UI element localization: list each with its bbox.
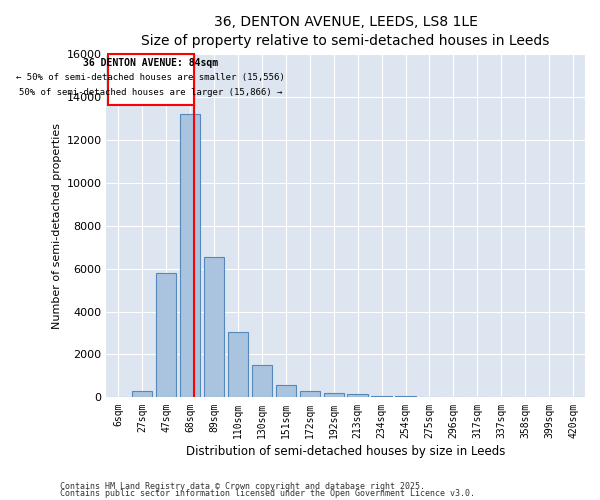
Bar bbox=[180, 114, 200, 398]
Bar bbox=[299, 391, 320, 398]
Y-axis label: Number of semi-detached properties: Number of semi-detached properties bbox=[52, 122, 62, 328]
Bar bbox=[132, 391, 152, 398]
Title: 36, DENTON AVENUE, LEEDS, LS8 1LE
Size of property relative to semi-detached hou: 36, DENTON AVENUE, LEEDS, LS8 1LE Size o… bbox=[142, 15, 550, 48]
Bar bbox=[156, 273, 176, 398]
Text: Contains public sector information licensed under the Open Government Licence v3: Contains public sector information licen… bbox=[60, 489, 475, 498]
Bar bbox=[228, 332, 248, 398]
Bar bbox=[204, 257, 224, 398]
Text: ← 50% of semi-detached houses are smaller (15,556): ← 50% of semi-detached houses are smalle… bbox=[16, 73, 285, 82]
Bar bbox=[371, 396, 392, 398]
Bar bbox=[323, 392, 344, 398]
Text: Contains HM Land Registry data © Crown copyright and database right 2025.: Contains HM Land Registry data © Crown c… bbox=[60, 482, 425, 491]
Bar bbox=[275, 384, 296, 398]
FancyBboxPatch shape bbox=[107, 54, 194, 106]
Text: 50% of semi-detached houses are larger (15,866) →: 50% of semi-detached houses are larger (… bbox=[19, 88, 283, 96]
Bar bbox=[395, 396, 416, 398]
Text: 36 DENTON AVENUE: 84sqm: 36 DENTON AVENUE: 84sqm bbox=[83, 58, 218, 68]
Bar bbox=[252, 365, 272, 398]
X-axis label: Distribution of semi-detached houses by size in Leeds: Distribution of semi-detached houses by … bbox=[186, 444, 505, 458]
Bar bbox=[347, 394, 368, 398]
